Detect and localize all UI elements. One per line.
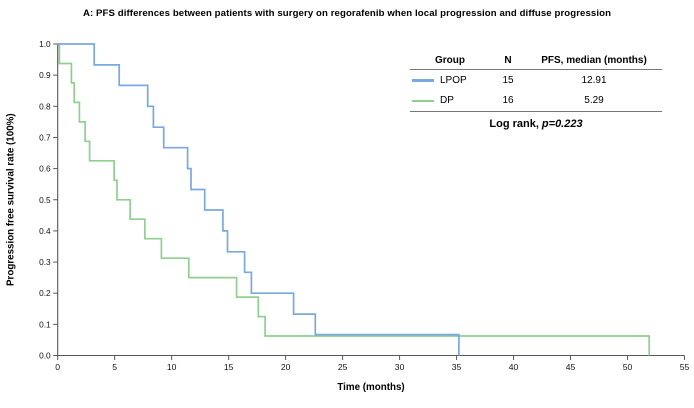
median-value: 5.29 (584, 95, 604, 107)
header-n: N (504, 55, 512, 66)
tick-marks (53, 43, 685, 360)
log-rank-note: Log rank, p=0.223 (410, 112, 662, 136)
group-label: DP (440, 95, 454, 107)
x-tick-label: 20 (281, 362, 291, 372)
y-tick-label: 1.0 (39, 39, 51, 49)
x-tick-label: 35 (452, 362, 462, 372)
y-tick-label: 0.4 (39, 226, 51, 236)
x-tick-label: 40 (509, 362, 519, 372)
x-tick-label: 55 (680, 362, 690, 372)
x-tick-label: 5 (112, 362, 117, 372)
x-tick-label: 25 (338, 362, 348, 372)
stats-table: Group N PFS, median (months) LPOP 15 12.… (410, 52, 662, 136)
group-cell: DP (410, 95, 490, 106)
group-label: LPOP (440, 74, 467, 86)
y-tick-label: 0.6 (39, 164, 51, 174)
y-tick-label: 0.0 (39, 351, 51, 361)
y-tick-label: 0.3 (39, 257, 51, 267)
stats-table-header: Group N PFS, median (months) (410, 52, 662, 70)
log-rank-label: Log rank, (489, 118, 539, 130)
tick-labels: 0.0 0.1 0.2 0.3 0.4 0.5 0.6 0.7 0.8 0.9 1.0 0 5 10 15 2… (39, 39, 689, 372)
km-curve-lpop (57, 43, 460, 356)
p-value: p=0.223 (541, 118, 583, 130)
x-tick-label: 45 (566, 362, 576, 372)
group-cell: LPOP (410, 75, 490, 86)
x-axis-title: Time (months) (337, 382, 405, 393)
x-tick-label: 50 (623, 362, 633, 372)
x-tick-label: 0 (55, 362, 60, 372)
y-axis-title: Progression free survival rate (100%) (5, 113, 17, 287)
dp-line-swatch (412, 99, 434, 102)
n-value: 15 (502, 74, 514, 86)
header-median: PFS, median (months) (541, 55, 647, 66)
y-tick-label: 0.5 (39, 195, 51, 205)
y-tick-label: 0.7 (39, 132, 51, 142)
median-value: 12.91 (581, 74, 607, 86)
figure-title: A: PFS differences between patients with… (82, 8, 612, 19)
x-tick-label: 15 (224, 362, 234, 372)
x-tick-label: 10 (167, 362, 177, 372)
x-tick-label: 30 (395, 362, 405, 372)
n-value: 16 (502, 95, 514, 107)
y-tick-label: 0.1 (39, 319, 51, 329)
km-curve-dp (57, 43, 651, 356)
y-tick-label: 0.9 (39, 70, 51, 80)
y-tick-label: 0.2 (39, 288, 51, 298)
lpop-line-swatch (412, 79, 434, 82)
y-tick-label: 0.8 (39, 101, 51, 111)
header-group: Group (435, 55, 465, 66)
table-row-dp: DP 16 5.29 (410, 91, 662, 112)
table-row-lpop: LPOP 15 12.91 (410, 70, 662, 91)
